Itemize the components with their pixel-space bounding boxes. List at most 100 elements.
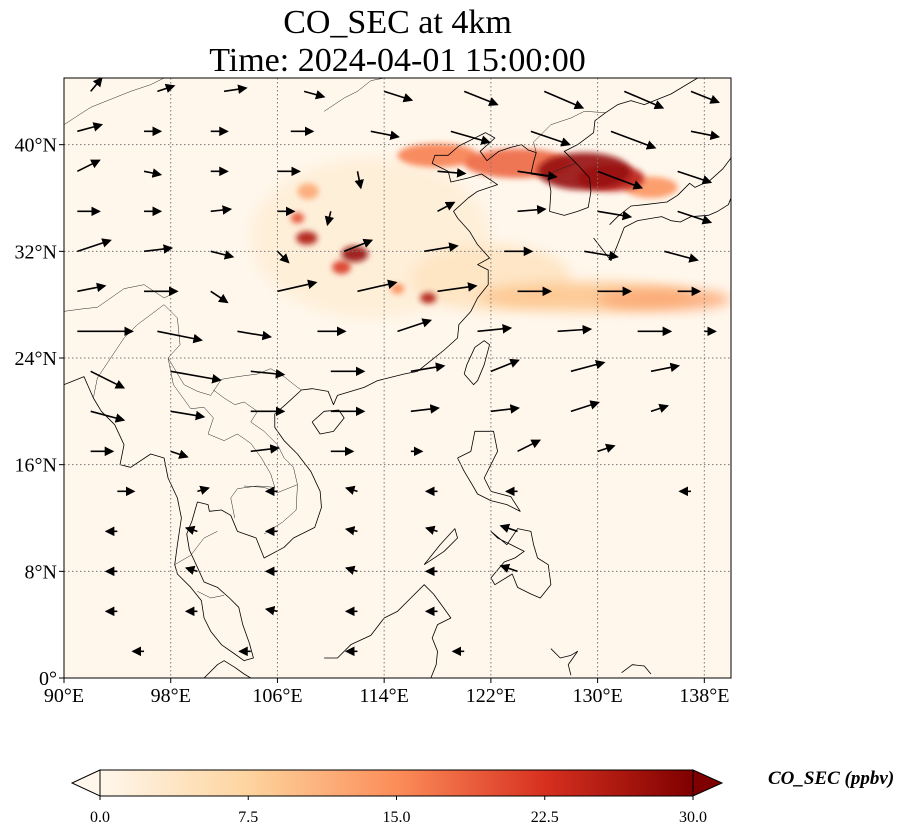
wind-arrow <box>517 204 547 215</box>
wind-arrow <box>90 370 126 389</box>
wind-arrow <box>677 210 713 225</box>
wind-arrow <box>77 238 112 253</box>
coastline <box>423 528 458 565</box>
coastline <box>457 430 521 512</box>
coastline <box>311 409 345 435</box>
wind-arrow <box>410 404 440 414</box>
colorbar-bar <box>99 769 694 797</box>
wind-arrow <box>344 485 358 495</box>
colorbar-tick-label: 7.5 <box>238 809 258 826</box>
wind-arrow <box>424 242 459 253</box>
wind-arrow <box>357 279 398 293</box>
wind-arrow <box>490 404 520 414</box>
lat-tick-label: 8°N <box>25 561 57 583</box>
wind-arrow <box>499 563 518 573</box>
co-plume <box>390 283 405 294</box>
map-frame <box>63 77 732 679</box>
wind-arrow <box>170 410 206 421</box>
colorbar-tick-label: 0.0 <box>90 809 110 826</box>
map-title: CO_SEC at 4km <box>283 4 512 41</box>
wind-arrow <box>90 410 126 423</box>
wind-arrow <box>184 565 198 575</box>
colorbar-tick-label: 22.5 <box>531 809 559 826</box>
wind-arrow <box>170 449 189 459</box>
wind-arrow <box>543 90 585 110</box>
wind-arrow <box>623 90 665 110</box>
wind-arrow <box>690 90 720 104</box>
coastline <box>609 157 731 225</box>
lon-tick-label: 106°E <box>252 685 302 707</box>
coastline <box>463 340 490 386</box>
colorbar-ticks: 0.0 7.5 15.0 22.5 30.0 <box>90 796 707 826</box>
wind-arrow <box>354 171 364 190</box>
wind-arrow <box>264 605 278 616</box>
wind-arrow <box>170 370 222 384</box>
country-border <box>213 389 298 535</box>
country-border <box>64 284 178 312</box>
wind-arrow <box>490 358 520 373</box>
wind-arrow <box>499 523 518 533</box>
wind-arrow <box>184 525 198 535</box>
wind-arrow <box>650 403 669 413</box>
wind-arrow <box>690 130 721 140</box>
wind-arrow <box>303 90 326 100</box>
wind-arrow <box>344 565 358 575</box>
wind-arrow <box>557 324 593 335</box>
wind-arrow <box>143 244 174 254</box>
wind-arrow <box>383 90 414 103</box>
colorbar-extend-min <box>70 769 101 797</box>
wind-arrow <box>463 90 499 107</box>
wind-arrow <box>597 170 644 190</box>
wind-arrow <box>530 130 571 147</box>
map-subtitle-time: Time: 2024-04-01 15:00:00 <box>209 42 586 79</box>
co-plume <box>297 183 319 200</box>
wind-arrow <box>597 210 633 221</box>
wind-arrow <box>77 122 104 133</box>
coastline <box>621 664 652 675</box>
co-plume <box>420 292 437 304</box>
lon-tick-label: 114°E <box>359 685 408 707</box>
wind-arrow <box>650 362 681 373</box>
lat-tick-label: 32°N <box>15 241 57 263</box>
wind-arrow <box>597 443 616 453</box>
wind-arrow <box>237 330 272 341</box>
wind-arrow <box>437 168 467 178</box>
coastlines <box>64 78 731 678</box>
lon-tick-label: 130°E <box>572 685 622 707</box>
country-border <box>533 111 606 153</box>
wind-arrow <box>370 130 400 140</box>
wind-arrow <box>424 525 438 535</box>
wind-arrow <box>197 485 210 495</box>
country-border <box>167 357 276 519</box>
wind-arrow <box>324 211 335 227</box>
colorbar-extend-max <box>692 769 724 797</box>
coastline <box>324 584 452 678</box>
wind-arrow <box>276 250 290 264</box>
wind-arrow <box>157 83 176 93</box>
wind-arrow <box>223 84 248 94</box>
lat-tick-label: 0° <box>39 668 57 690</box>
wind-arrow <box>77 282 107 293</box>
wind-vectors <box>76 78 721 657</box>
wind-arrow <box>610 130 657 150</box>
country-border <box>323 78 385 112</box>
wind-arrow <box>210 290 229 304</box>
wind-arrow <box>210 205 233 215</box>
lon-tick-label: 122°E <box>466 685 516 707</box>
wind-arrow <box>517 170 558 181</box>
wind-arrow <box>210 250 235 260</box>
wind-arrow <box>250 369 286 379</box>
wind-arrow <box>76 159 101 173</box>
coastline <box>203 660 251 678</box>
wind-arrow <box>90 78 103 92</box>
wind-arrow <box>450 130 491 145</box>
wind-arrow <box>477 324 513 334</box>
co-plume <box>537 152 631 190</box>
wind-arrow <box>437 282 478 293</box>
country-borders <box>64 78 606 599</box>
lat-tick-label: 24°N <box>15 348 57 370</box>
country-border <box>197 591 225 599</box>
wind-arrow <box>677 170 713 185</box>
lat-tick-label: 40°N <box>15 135 57 157</box>
